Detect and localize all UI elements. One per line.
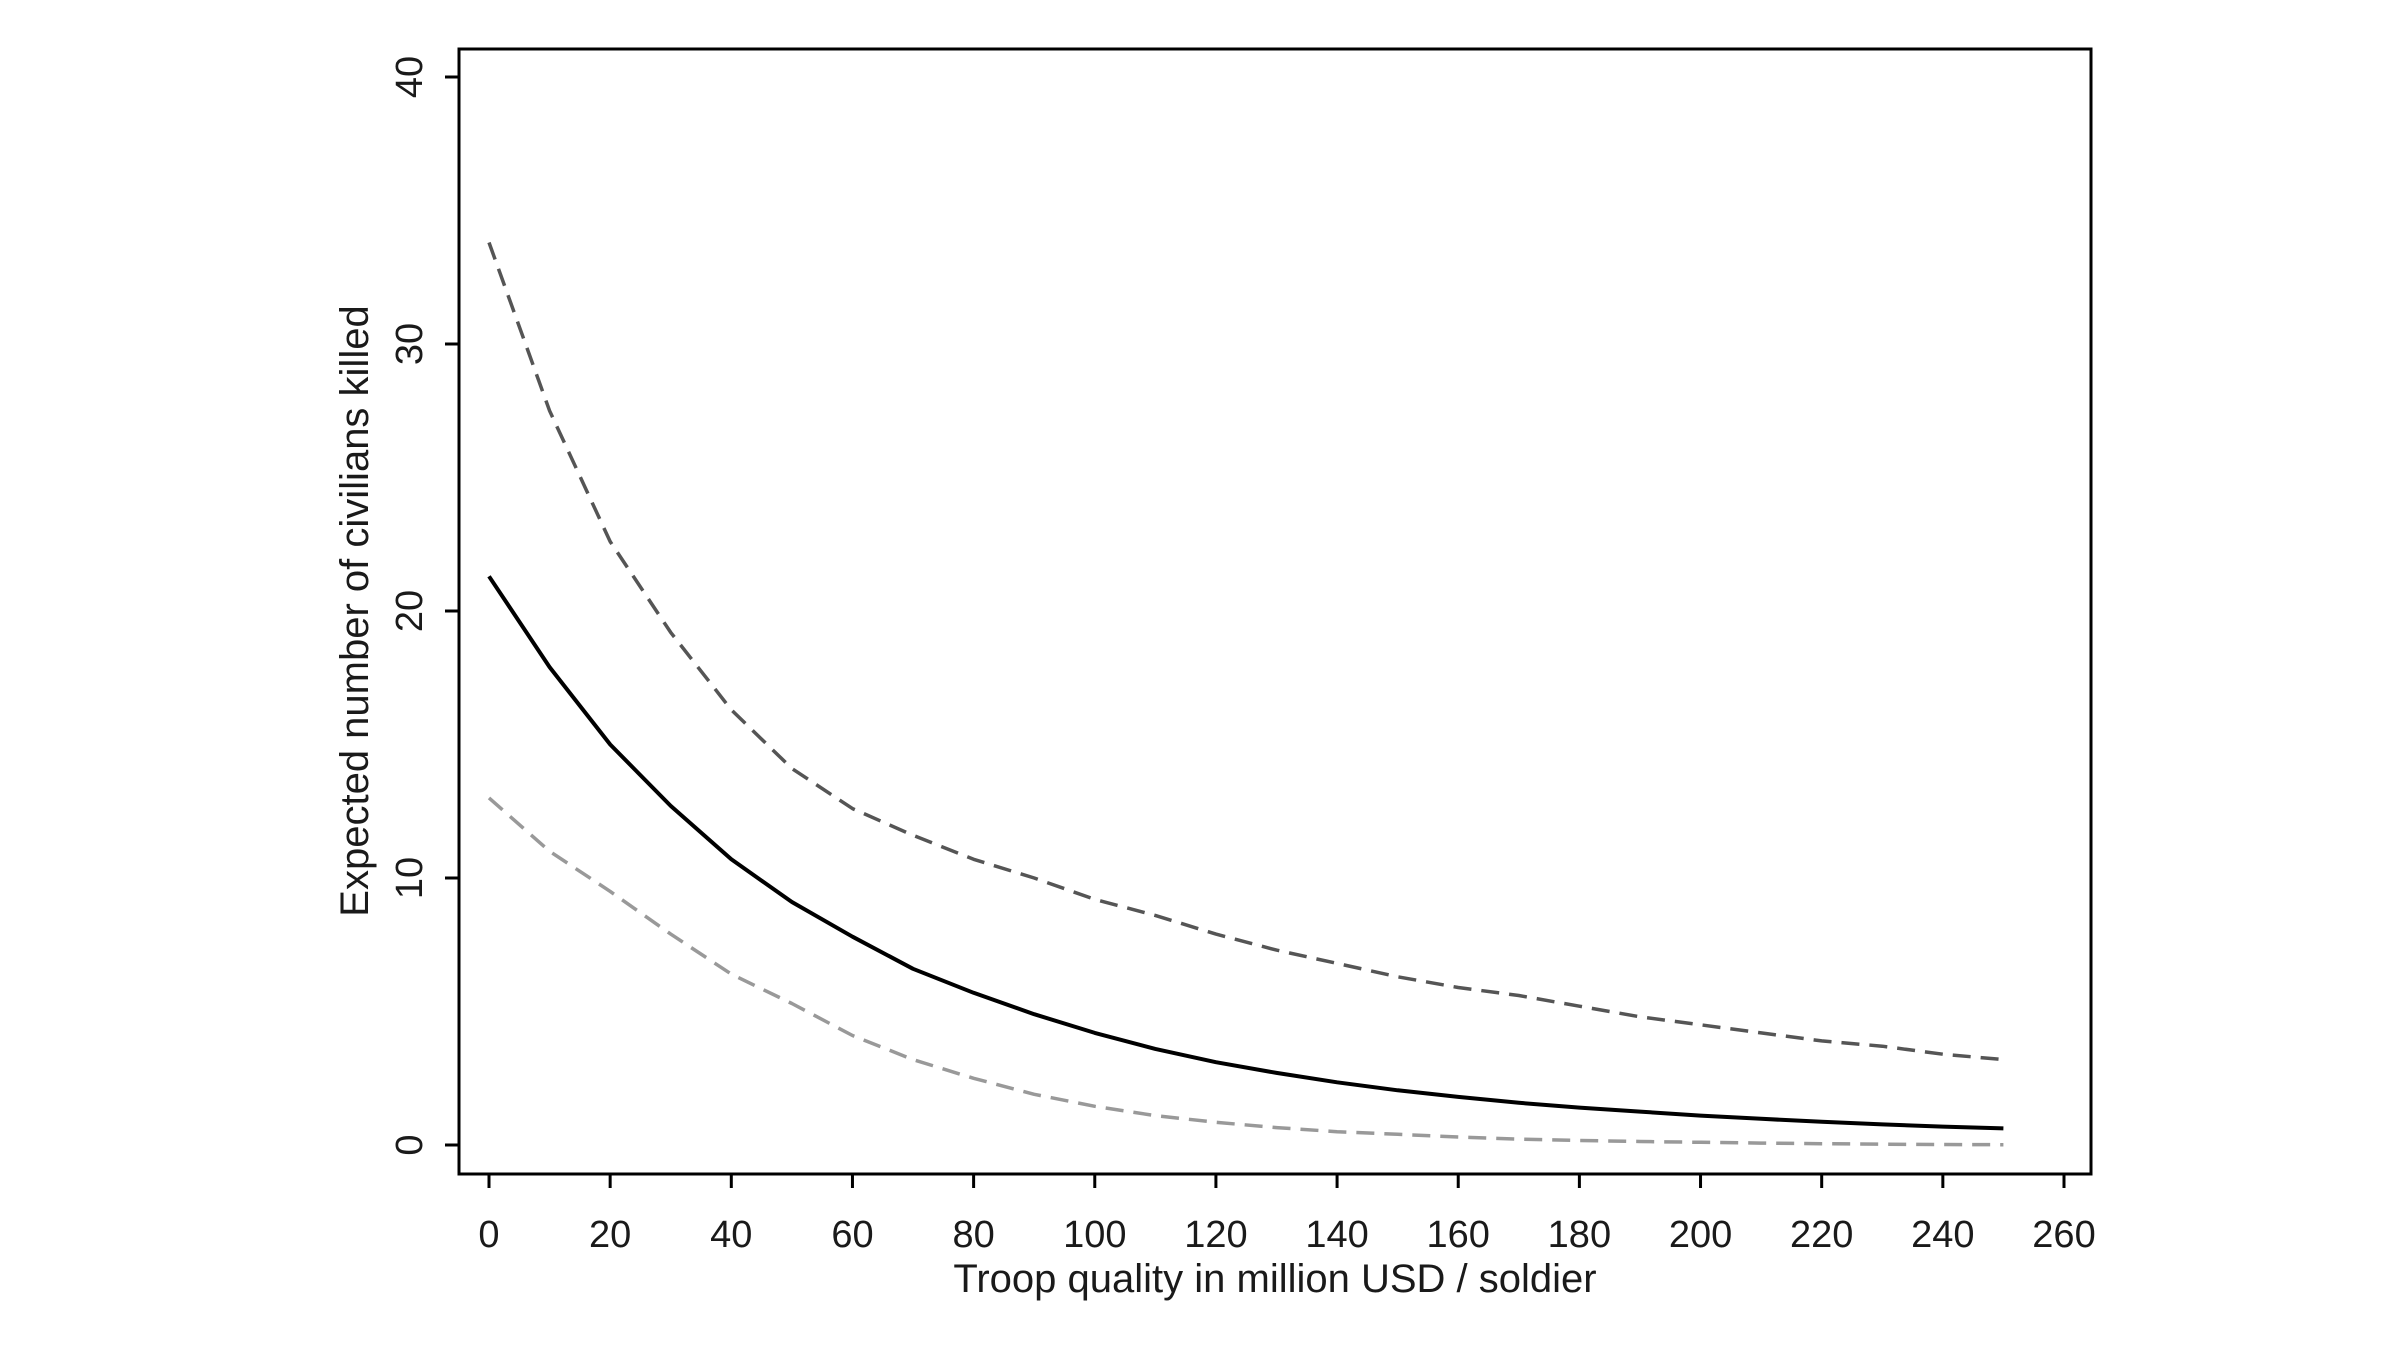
x-axis: 0 20 40 60 80 100 120 140 160 180 200 220 240 260 bbox=[459, 1172, 2096, 1256]
x-tick-label: 40 bbox=[710, 1214, 752, 1256]
x-tick-label: 100 bbox=[1063, 1214, 1126, 1256]
y-axis: 0 10 20 30 40 bbox=[389, 49, 461, 1174]
x-tick-label: 180 bbox=[1548, 1214, 1611, 1256]
x-tick-label: 120 bbox=[1184, 1214, 1247, 1256]
x-tick-label: 200 bbox=[1669, 1214, 1732, 1256]
y-tick-label: 20 bbox=[389, 590, 431, 632]
y-tick-label: 10 bbox=[389, 857, 431, 899]
x-tick-label: 260 bbox=[2032, 1214, 2095, 1256]
x-tick-label: 20 bbox=[589, 1214, 631, 1256]
series-line-lower-bound bbox=[487, 796, 2004, 1147]
y-axis-title: Expected number of civilians killed bbox=[333, 305, 377, 916]
x-tick-label: 220 bbox=[1790, 1214, 1853, 1256]
x-tick-label: 0 bbox=[478, 1214, 499, 1256]
x-tick-label: 140 bbox=[1305, 1214, 1368, 1256]
series-layer bbox=[487, 241, 2004, 1147]
x-tick-label: 80 bbox=[952, 1214, 994, 1256]
x-axis-title: Troop quality in million USD / soldier bbox=[953, 1257, 1596, 1301]
y-tick-label: 0 bbox=[389, 1134, 431, 1155]
x-tick-label: 60 bbox=[831, 1214, 873, 1256]
y-tick-label: 30 bbox=[389, 323, 431, 365]
y-tick-label: 40 bbox=[389, 56, 431, 98]
x-tick-label: 160 bbox=[1427, 1214, 1490, 1256]
x-tick-label: 240 bbox=[1911, 1214, 1974, 1256]
plot-frame bbox=[457, 47, 2093, 1176]
series-line-estimate bbox=[487, 575, 2004, 1131]
series-line-upper-bound bbox=[487, 241, 2004, 1062]
